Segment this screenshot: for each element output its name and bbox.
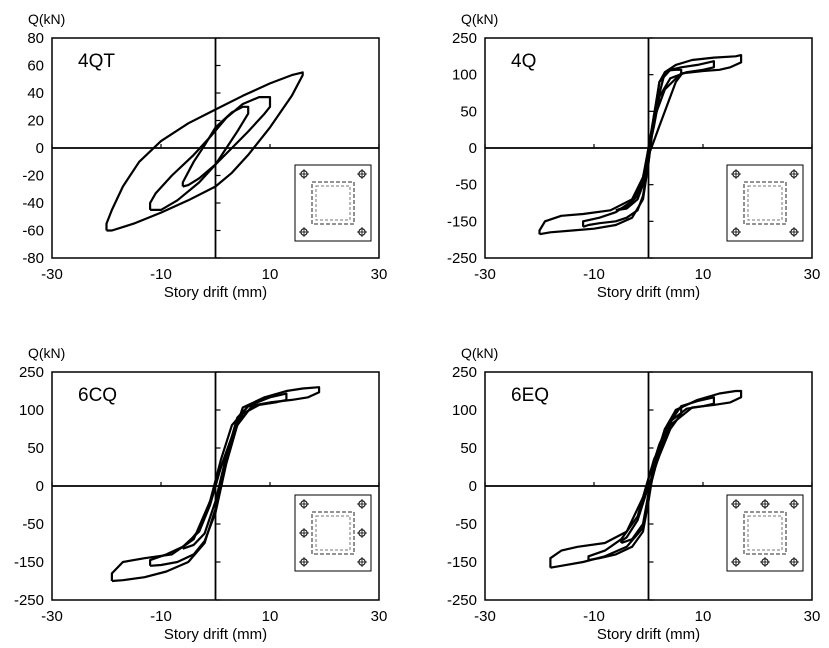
y-tick-label: 0	[36, 140, 44, 157]
x-tick-label: 10	[262, 266, 279, 283]
y-tick-label: 100	[19, 402, 44, 419]
y-tick-label: 100	[452, 402, 477, 419]
y-tick-label: 50	[27, 440, 44, 457]
x-axis-label: Story drift (mm)	[164, 626, 267, 643]
panel-4qt: 80 60 40 20 0 -20 -40 -60 -80-30 -10 10 30 Q(kN) Stor…	[22, 11, 387, 301]
y-tick-label: 50	[460, 103, 477, 120]
y-tick-label: 60	[27, 58, 44, 75]
panel-label: 6EQ	[511, 385, 549, 406]
hysteresis-loop-2	[587, 396, 715, 562]
x-tick-label: 10	[262, 608, 279, 625]
y-tick-label: -250	[447, 592, 477, 609]
hysteresis-loop-3	[549, 389, 743, 569]
y-tick-label: 80	[27, 30, 44, 47]
x-tick-label: -10	[150, 266, 172, 283]
y-tick-label: -20	[22, 168, 44, 185]
y-tick-label: -150	[447, 554, 477, 571]
y-tick-label: -150	[14, 554, 44, 571]
y-tick-label: -250	[14, 592, 44, 609]
connection-inset-diagram	[294, 494, 372, 572]
y-tick-label: 250	[452, 364, 477, 381]
hysteresis-loop-2	[582, 60, 715, 228]
y-tick-label: 250	[19, 364, 44, 381]
x-tick-label: -10	[583, 608, 605, 625]
y-tick-label: -50	[22, 516, 44, 533]
hysteresis-loop-3	[105, 71, 304, 232]
panel-4q: 250 100 50 0 -50 -150 -250-30 -10 10 30 Q(kN) Story…	[447, 11, 820, 301]
panel-label: 6CQ	[78, 385, 117, 406]
y-tick-label: -50	[455, 177, 477, 194]
x-tick-label: -30	[474, 266, 496, 283]
y-tick-label: 0	[469, 478, 477, 495]
y-tick-label: -150	[447, 213, 477, 230]
x-tick-label: -30	[41, 608, 63, 625]
x-tick-label: -10	[583, 266, 605, 283]
x-tick-label: 30	[371, 266, 388, 283]
hysteresis-loop-3	[538, 54, 743, 236]
panel-label: 4Q	[511, 51, 536, 72]
y-axis-label: Q(kN)	[461, 345, 498, 361]
x-tick-label: 30	[804, 608, 821, 625]
x-tick-label: 30	[804, 266, 821, 283]
panel-6eq: 250 100 50 0 -50 -150 -250-30 -10 10 30 Q(kN) Story…	[447, 345, 820, 643]
y-tick-label: -80	[22, 250, 44, 267]
y-tick-label: 20	[27, 113, 44, 130]
x-tick-label: 30	[371, 608, 388, 625]
connection-inset-diagram	[726, 494, 804, 572]
y-tick-label: -40	[22, 195, 44, 212]
x-tick-label: 10	[695, 266, 712, 283]
hysteresis-loop-3	[110, 386, 321, 583]
x-tick-label: -30	[474, 608, 496, 625]
connection-inset-diagram	[726, 164, 804, 242]
y-tick-label: 50	[460, 440, 477, 457]
x-axis-label: Story drift (mm)	[597, 284, 700, 301]
x-tick-label: 10	[695, 608, 712, 625]
y-axis-label: Q(kN)	[461, 11, 498, 27]
hysteresis-loop-2	[149, 392, 288, 567]
y-tick-label: -60	[22, 223, 44, 240]
y-axis-label: Q(kN)	[28, 11, 65, 27]
hysteresis-loop-2	[149, 96, 272, 211]
panel-6cq: 250 100 50 0 -50 -150 -250-30 -10 10 30 Q(kN) Story…	[14, 345, 387, 643]
y-tick-label: 40	[27, 85, 44, 102]
hysteresis-loop-1	[181, 105, 250, 188]
y-tick-label: 250	[452, 30, 477, 47]
y-tick-label: -250	[447, 250, 477, 267]
y-tick-label: 100	[452, 67, 477, 84]
connection-inset-diagram	[294, 164, 372, 242]
x-tick-label: -10	[150, 608, 172, 625]
y-tick-label: 0	[469, 140, 477, 157]
y-tick-label: -50	[455, 516, 477, 533]
x-tick-label: -30	[41, 266, 63, 283]
y-axis-label: Q(kN)	[28, 345, 65, 361]
x-axis-label: Story drift (mm)	[164, 284, 267, 301]
y-tick-label: 0	[36, 478, 44, 495]
panel-label: 4QT	[78, 51, 115, 72]
x-axis-label: Story drift (mm)	[597, 626, 700, 643]
